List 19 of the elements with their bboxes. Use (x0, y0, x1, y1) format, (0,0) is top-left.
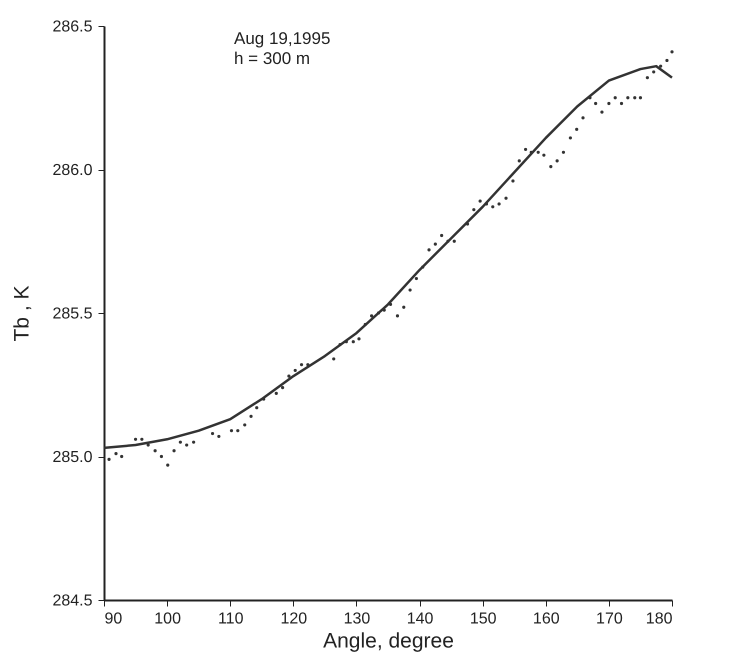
x-tick-label: 130 (344, 610, 370, 628)
x-tick-label: 180 (646, 610, 673, 628)
x-tick-label: 140 (406, 610, 434, 628)
y-tick-label: 286.5 (52, 18, 93, 36)
x-axis-title: Angle, degree (323, 630, 454, 652)
y-tick-label: 286.0 (52, 162, 93, 179)
x-tick-label: 100 (154, 610, 182, 628)
x-tick-label: 110 (218, 610, 244, 628)
annotation: h = 300 m (234, 49, 310, 68)
x-tick-label: 150 (470, 610, 497, 628)
x-tick-label: 170 (596, 610, 623, 628)
y-axis-title: Tb , K (10, 285, 34, 342)
y-tick-label: 284.5 (52, 592, 93, 610)
x-tick-label: 120 (280, 610, 308, 628)
y-tick-label: 285.0 (52, 449, 93, 466)
y-tick-label: 285.5 (52, 306, 93, 322)
x-tick-label: 90 (104, 610, 122, 628)
annotation: Aug 19,1995 (234, 29, 330, 48)
x-tick-label: 160 (532, 610, 560, 628)
